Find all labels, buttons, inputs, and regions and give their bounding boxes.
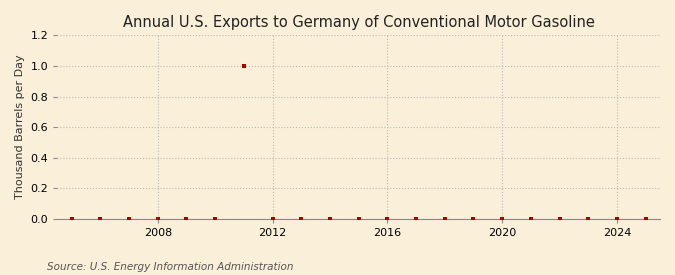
- Title: Annual U.S. Exports to Germany of Conventional Motor Gasoline: Annual U.S. Exports to Germany of Conven…: [123, 15, 595, 30]
- Text: Source: U.S. Energy Information Administration: Source: U.S. Energy Information Administ…: [47, 262, 294, 272]
- Y-axis label: Thousand Barrels per Day: Thousand Barrels per Day: [15, 55, 25, 199]
